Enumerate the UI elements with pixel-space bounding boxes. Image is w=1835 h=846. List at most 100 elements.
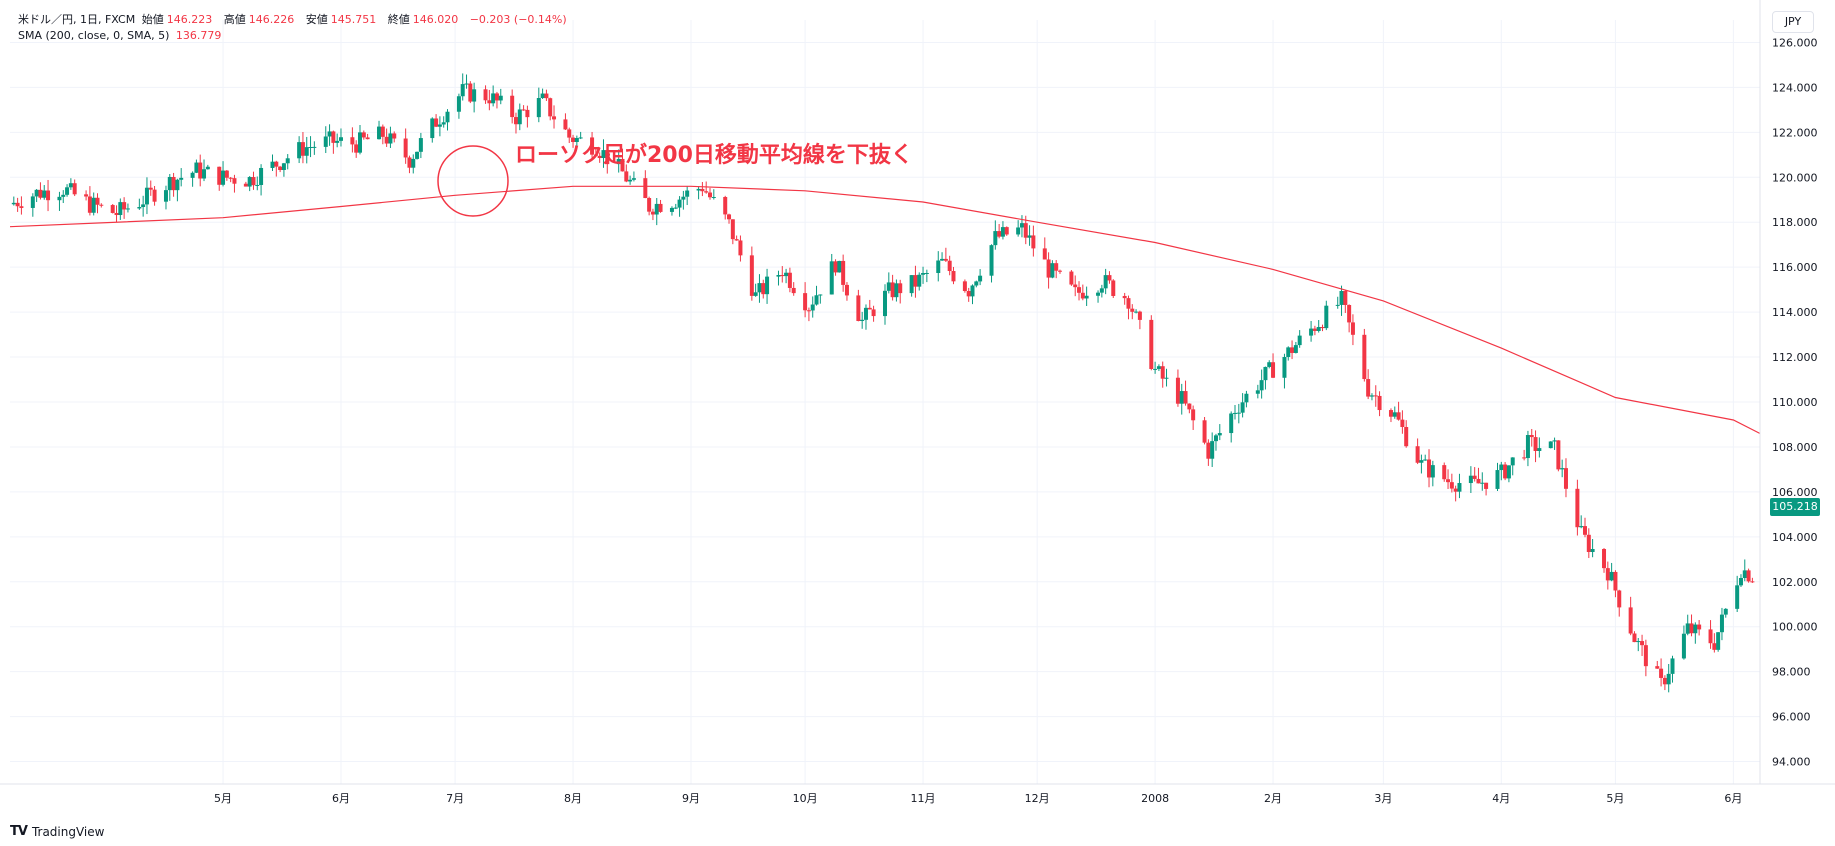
candle-body (517, 109, 522, 125)
candle-body (407, 157, 412, 168)
candle-body (1240, 402, 1245, 413)
candle-body (749, 255, 754, 296)
candle-body (11, 202, 16, 205)
x-tick-label: 9月 (682, 792, 700, 805)
candle-body (567, 129, 572, 138)
candle-body (605, 150, 610, 165)
candle-body (323, 136, 328, 147)
candle-body (312, 146, 317, 148)
candle-body (753, 292, 758, 296)
candle-body (327, 131, 332, 137)
candle-body (190, 172, 195, 178)
candle-body (940, 258, 945, 261)
brand[interactable]: TV TradingView (10, 824, 104, 839)
currency-button[interactable]: JPY (1772, 11, 1814, 33)
candle-body (1229, 413, 1234, 434)
candle-body (620, 158, 625, 172)
candle-body (727, 214, 732, 220)
candle-body (1427, 459, 1432, 478)
candle-body (1103, 275, 1108, 289)
candle-body (593, 154, 598, 156)
candle-body (1156, 366, 1161, 369)
candle-body (833, 261, 838, 273)
candle-body (46, 190, 51, 201)
candle-body (924, 272, 929, 274)
chart-annotation: ローソク足が200日移動平均線を下抜く (515, 143, 913, 168)
candle-body (1396, 412, 1401, 420)
candle-body (141, 204, 146, 208)
sma-legend[interactable]: SMA (200, close, 0, SMA, 5) 136.779 (18, 29, 229, 42)
candle-body (1286, 347, 1291, 358)
close-value: 146.020 (412, 13, 459, 26)
candle-body (1693, 624, 1698, 634)
candle-body (860, 319, 865, 321)
candle-body (468, 83, 473, 102)
candle-body (1210, 441, 1215, 459)
candle-body (198, 162, 203, 179)
sma-value: 136.779 (175, 29, 222, 42)
candle-body (681, 196, 686, 200)
candle-body (1586, 534, 1591, 552)
candle-body (1423, 459, 1428, 461)
candle-body (1347, 304, 1352, 323)
candle-body (281, 163, 286, 171)
candle-body (441, 122, 446, 125)
candle-body (997, 231, 1002, 237)
candle-body (1723, 608, 1728, 615)
candle-body (1335, 304, 1340, 306)
candle-body (221, 170, 226, 185)
candle-body (597, 155, 602, 159)
candle-body (886, 282, 891, 291)
brand-name: TradingView (31, 824, 105, 839)
candle-body (894, 283, 899, 298)
candle-body (943, 258, 948, 261)
candle-body (1446, 479, 1451, 483)
candle-body (1263, 366, 1268, 381)
candle-body (1419, 460, 1424, 463)
candle-body (224, 170, 229, 178)
candle-body (1046, 259, 1051, 278)
candle-body (643, 178, 648, 199)
candle-body (34, 189, 39, 197)
candle-body (91, 197, 96, 213)
candle-body (1506, 465, 1511, 479)
candle-body (708, 192, 712, 198)
candle-body (194, 162, 199, 173)
candle-body (1643, 645, 1648, 667)
candle-body (993, 231, 998, 246)
candle-body (243, 183, 248, 187)
candles-layer (11, 73, 1755, 693)
candle-body (297, 142, 302, 159)
candle-body (1255, 390, 1260, 394)
candle-body (118, 202, 123, 216)
candle-body (365, 137, 370, 140)
candle-body (1050, 263, 1055, 278)
y-tick-label: 120.000 (1772, 171, 1818, 184)
y-tick-label: 108.000 (1772, 441, 1818, 454)
candle-body (1016, 227, 1021, 235)
close-label: 終値 (387, 13, 410, 26)
candle-body (913, 275, 918, 287)
candle-body (513, 117, 518, 125)
candle-body (962, 281, 967, 292)
symbol-title[interactable]: 米ドル／円, 1日, FXCM (18, 13, 136, 26)
candle-body (228, 177, 233, 179)
candle-body (574, 138, 579, 142)
candle-body (358, 132, 362, 153)
ohlc-legend: 米ドル／円, 1日, FXCM 始値 146.223 高値 146.226 安値 14… (18, 11, 575, 27)
x-tick-label: 10月 (793, 792, 818, 805)
candle-body (936, 260, 941, 273)
candle-body (1023, 223, 1028, 238)
candle-body (658, 203, 663, 212)
candle-body (700, 188, 705, 192)
candle-body (1484, 482, 1489, 489)
axes-layer: 126.000 124.000 122.000 120.000 118.000 116.0… (0, 0, 1835, 805)
candle-body (883, 290, 887, 317)
candle-body (1392, 412, 1397, 417)
crossover-highlight-circle (437, 145, 509, 217)
candle-body (1217, 433, 1222, 436)
candle-body (654, 203, 659, 215)
x-tick-label: 6月 (1724, 792, 1742, 805)
candle-body (780, 275, 785, 277)
